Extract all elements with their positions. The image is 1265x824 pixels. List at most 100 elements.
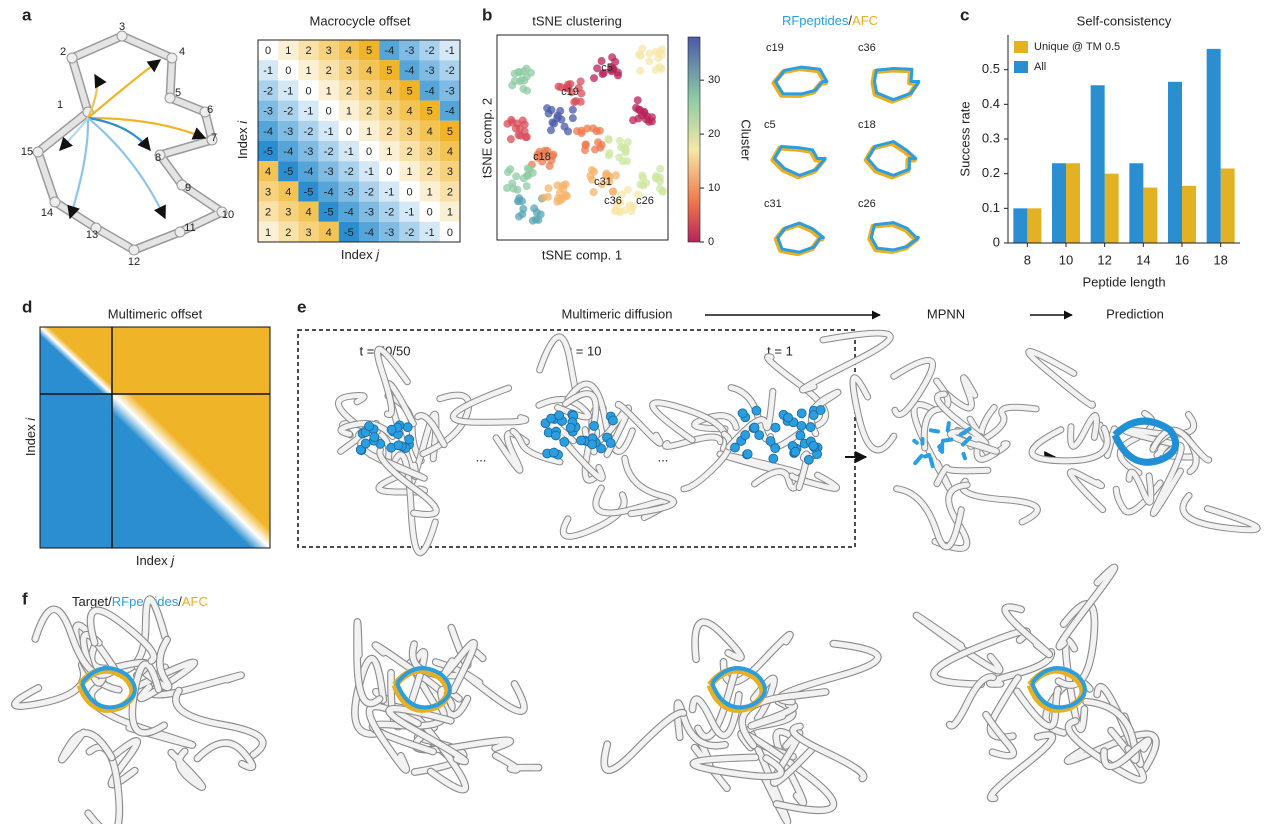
protein-ribbon bbox=[59, 729, 115, 763]
atom bbox=[404, 434, 415, 445]
residue-label: 4 bbox=[179, 46, 185, 58]
tsne-point bbox=[538, 157, 547, 166]
tsne-point bbox=[608, 53, 617, 62]
axis-label: Index i bbox=[235, 120, 250, 159]
tsne-point bbox=[604, 151, 613, 160]
matrix-cell bbox=[298, 141, 319, 162]
structure-label: c19 bbox=[766, 42, 784, 54]
offset-matrix bbox=[39, 326, 271, 549]
x-tick-label: 8 bbox=[1024, 252, 1031, 267]
protein-ribbon bbox=[968, 404, 1039, 449]
atom bbox=[765, 436, 776, 446]
x-tick-label: 12 bbox=[1097, 252, 1111, 267]
protein-ribbon bbox=[12, 661, 87, 709]
cell-value: -1 bbox=[405, 207, 415, 219]
matrix-cell bbox=[419, 120, 440, 141]
cell-value: -4 bbox=[364, 227, 374, 239]
matrix-cell bbox=[359, 40, 380, 61]
matrix-cell bbox=[338, 40, 359, 61]
matrix-cell bbox=[399, 80, 420, 101]
cell-value: -2 bbox=[324, 146, 334, 158]
cell-value: -2 bbox=[425, 45, 435, 57]
cell-value: 2 bbox=[447, 186, 453, 198]
matrix-cell bbox=[359, 221, 380, 242]
tsne-point bbox=[634, 105, 643, 114]
cell-value: 2 bbox=[326, 65, 332, 77]
matrix-cell bbox=[318, 201, 339, 222]
tsne-point bbox=[617, 143, 626, 152]
atom bbox=[796, 420, 807, 431]
protein-ribbon bbox=[1150, 442, 1184, 517]
bar bbox=[1090, 85, 1105, 244]
protein-ribbon bbox=[765, 354, 829, 431]
matrix-cell bbox=[258, 100, 279, 121]
protein-ribbon bbox=[1122, 412, 1197, 447]
protein-ribbon bbox=[720, 631, 793, 685]
cell-value: 4 bbox=[406, 106, 412, 118]
cell-value: -2 bbox=[384, 207, 394, 219]
atom bbox=[783, 412, 794, 423]
tsne-point bbox=[590, 74, 599, 83]
panel-label: e bbox=[297, 297, 306, 316]
tsne-point bbox=[523, 86, 532, 95]
protein-ribbon bbox=[336, 392, 367, 426]
panel-title: tSNE clustering bbox=[532, 13, 622, 28]
atom bbox=[796, 408, 807, 419]
matrix-cell bbox=[338, 80, 359, 101]
matrix-cell bbox=[399, 100, 420, 121]
matrix-cell bbox=[318, 100, 339, 121]
tsne-point bbox=[517, 197, 526, 206]
cell-value: -4 bbox=[405, 65, 415, 77]
matrix-cell bbox=[359, 141, 380, 162]
cell-value: 2 bbox=[406, 146, 412, 158]
protein-ribbon bbox=[377, 447, 439, 517]
matrix-cell bbox=[338, 201, 359, 222]
atom bbox=[554, 410, 565, 421]
atom bbox=[737, 408, 748, 419]
matrix-cell bbox=[258, 221, 279, 242]
bead bbox=[176, 179, 188, 191]
atom bbox=[730, 442, 740, 453]
block bbox=[112, 394, 270, 548]
cell-value: -4 bbox=[384, 45, 394, 57]
protein-ribbon bbox=[959, 478, 1040, 525]
cell-value: 0 bbox=[366, 146, 372, 158]
protein-ribbon bbox=[739, 689, 829, 749]
protein-ribbon bbox=[563, 391, 599, 483]
matrix-cell bbox=[298, 161, 319, 182]
legend-swatch bbox=[1014, 41, 1028, 53]
cell-value: -1 bbox=[324, 126, 334, 138]
matrix-cell bbox=[258, 120, 279, 141]
tsne-point bbox=[581, 141, 590, 150]
protein-ribbon bbox=[850, 375, 897, 453]
tsne-point bbox=[576, 77, 585, 86]
cell-value: -4 bbox=[344, 207, 354, 219]
cluster-label: c5 bbox=[601, 62, 613, 74]
bead bbox=[199, 106, 211, 118]
tsne-point bbox=[623, 157, 632, 166]
label-text: Index bbox=[136, 553, 171, 568]
protein-ribbon bbox=[800, 330, 893, 393]
cell-value: -4 bbox=[263, 126, 273, 138]
cell-value: 5 bbox=[386, 65, 392, 77]
protein-ribbon bbox=[748, 701, 797, 729]
cluster-label: c31 bbox=[594, 176, 612, 188]
atom bbox=[790, 446, 801, 457]
matrix-cell bbox=[439, 221, 460, 242]
tsne-point bbox=[645, 57, 654, 66]
colorbar-tick-label: 0 bbox=[708, 236, 714, 248]
tsne-point bbox=[597, 57, 606, 66]
cell-value: 3 bbox=[346, 65, 352, 77]
protein-ribbon bbox=[983, 711, 1016, 759]
atom bbox=[795, 430, 806, 441]
matrix-cell bbox=[379, 40, 400, 61]
y-tick-label: 0.5 bbox=[982, 61, 1000, 76]
cell-value: 0 bbox=[386, 166, 392, 178]
protein-ribbon bbox=[615, 401, 663, 446]
structure-label: c36 bbox=[858, 42, 876, 54]
protein-ribbon bbox=[441, 640, 477, 694]
protein-ribbon bbox=[510, 428, 563, 465]
matrix-cell bbox=[338, 221, 359, 242]
peptide-stick bbox=[928, 456, 935, 469]
matrix-cell bbox=[419, 201, 440, 222]
